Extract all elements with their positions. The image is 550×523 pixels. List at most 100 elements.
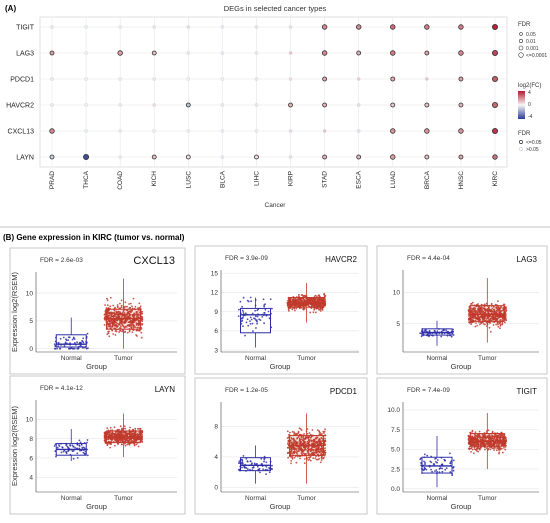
box-jitter-point — [129, 431, 131, 434]
box-jitter-point — [115, 328, 117, 331]
box-jitter-point — [53, 343, 56, 346]
box-jitter-point — [471, 448, 474, 451]
box-jitter-point — [305, 453, 308, 455]
box-jitter-point — [255, 319, 257, 322]
box-panel-frame — [194, 377, 368, 515]
bubble-point — [321, 24, 328, 30]
box-fdr-text: FDR = 1.2e-05 — [225, 387, 268, 394]
box-jitter-point — [490, 303, 493, 305]
box-jitter-point — [290, 446, 293, 448]
box-xlabel: Group — [270, 502, 291, 511]
box-jitter-point — [315, 458, 318, 461]
box-jitter-point — [118, 428, 120, 431]
box-jitter-point — [82, 337, 85, 340]
bubble-point — [458, 102, 464, 108]
box-fdr-text: FDR = 2.6e-03 — [40, 257, 83, 264]
bubble-y-labels: LAYN CXCL13 HAVCR2 PDCD1 LAG3 TIGIT — [6, 25, 35, 162]
box-jitter-point — [440, 335, 443, 338]
box-jitter-point — [302, 308, 305, 311]
bubble-point — [424, 77, 429, 81]
bubble-point — [458, 154, 464, 160]
box-jitter-point — [123, 312, 126, 314]
bubble-point — [152, 25, 157, 29]
box-jitter-point — [297, 297, 300, 300]
box-jitter-point — [503, 433, 506, 436]
box-jitter-point — [112, 333, 115, 335]
box-jitter-point — [301, 297, 303, 299]
box-jitter-point — [140, 326, 143, 329]
box-jitter-point — [449, 471, 452, 473]
box-jitter-point — [484, 443, 486, 446]
box-jitter-point — [120, 433, 123, 436]
box-jitter-point — [494, 442, 497, 444]
box-jitter-point — [138, 307, 141, 309]
bubble-y-label: TIGIT — [16, 25, 35, 32]
box-panel-cxcl13: 0 5 10 CXCL13 FDR = 2.6e-03 Normal Tumor Group E… — [9, 247, 186, 375]
box-jitter-point — [309, 306, 312, 309]
box-jitter-point — [257, 468, 260, 471]
box-jitter-point — [421, 328, 424, 330]
box-jitter-point — [475, 448, 477, 451]
box-jitter-point — [120, 316, 123, 319]
box-jitter-point — [135, 441, 138, 444]
box-jitter-point — [297, 436, 300, 438]
box-jitter-point — [324, 444, 326, 447]
box-jitter-point — [482, 444, 485, 447]
box-jitter-point — [489, 448, 492, 451]
box-jitter-point — [117, 313, 120, 316]
box-jitter-point — [287, 306, 290, 309]
box-jitter-point — [420, 462, 422, 464]
box-jitter-point — [54, 344, 57, 347]
box-jitter-point — [104, 432, 106, 435]
box-jitter-point — [324, 440, 327, 443]
box-jitter-point — [318, 448, 320, 451]
box-jitter-point — [139, 305, 142, 308]
box-jitter-point — [104, 442, 107, 444]
box-jitter-point — [299, 440, 302, 443]
box-jitter-point — [296, 305, 299, 308]
box-jitter-point — [316, 295, 318, 298]
box-jitter-point — [136, 314, 139, 316]
box-jitter-point — [74, 446, 76, 449]
box-jitter-point — [111, 326, 114, 328]
box-jitter-point — [478, 311, 480, 313]
box-jitter-point — [306, 449, 309, 452]
box-jitter-point — [491, 310, 494, 313]
box-jitter-point — [292, 447, 295, 450]
bubble-point — [84, 51, 88, 55]
box-jitter-point — [122, 431, 125, 434]
box-jitter-point — [430, 468, 432, 471]
box-jitter-point — [428, 330, 431, 332]
box-jitter-point — [504, 318, 507, 320]
box-jitter-point — [113, 434, 115, 436]
box-jitter-point — [127, 440, 130, 443]
box-jitter-point — [316, 449, 318, 452]
box-jitter-point — [303, 462, 306, 465]
box-jitter-point — [265, 466, 268, 468]
box-jitter-point — [141, 316, 144, 319]
box-jitter-point — [254, 315, 257, 318]
box-jitter-point — [303, 449, 306, 451]
box-jitter-point — [324, 434, 326, 437]
bubble-point — [118, 77, 123, 81]
box-y-tick: 8 — [29, 436, 33, 443]
box-jitter-point — [119, 432, 121, 435]
box-jitter-point — [486, 443, 489, 446]
box-jitter-point — [494, 434, 496, 436]
box-jitter-point — [116, 319, 119, 322]
box-jitter-point — [108, 319, 111, 322]
box-jitter-point — [251, 322, 254, 325]
box-jitter-point — [438, 471, 441, 474]
box-title: HAVCR2 — [325, 255, 357, 264]
box-jitter-point — [306, 437, 309, 439]
box-jitter-point — [492, 320, 494, 323]
box-jitter-point — [261, 316, 264, 318]
box-jitter-point — [323, 432, 325, 434]
box-jitter-point — [503, 318, 506, 320]
box-jitter-point — [287, 442, 289, 445]
box-jitter-point — [312, 446, 315, 449]
box-jitter-point — [131, 309, 133, 312]
box-jitter-point — [118, 307, 121, 310]
box-jitter-point — [317, 297, 320, 300]
box-jitter-point — [112, 441, 115, 443]
